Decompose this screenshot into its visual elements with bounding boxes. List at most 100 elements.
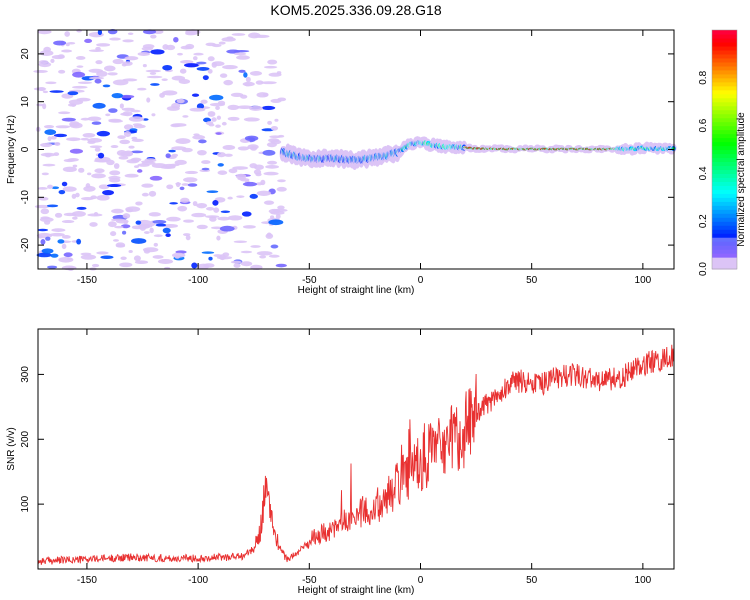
noise-blob <box>61 117 76 122</box>
noise-blob <box>137 219 152 226</box>
noise-blob <box>137 52 150 56</box>
noise-blob <box>91 263 100 268</box>
colorbar-swatch <box>712 77 737 83</box>
noise-blob <box>171 123 187 127</box>
noise-blob <box>180 60 194 64</box>
noise-blob <box>88 76 105 80</box>
noise-blob <box>263 171 279 176</box>
noise-blob <box>177 52 183 56</box>
colorbar-tick-label: 0.2 <box>698 214 709 228</box>
noise-blob <box>37 187 48 190</box>
noise-blob <box>233 263 241 268</box>
noise-blob <box>89 145 103 149</box>
noise-blob <box>268 208 281 214</box>
noise-blob <box>148 212 161 217</box>
noise-blob <box>93 159 109 163</box>
noise-blob <box>176 98 185 104</box>
noise-blob <box>236 55 250 60</box>
noise-blob <box>107 72 118 76</box>
noise-blob <box>123 220 128 225</box>
noise-blob <box>208 123 215 127</box>
noise-blob <box>96 194 110 201</box>
noise-blob <box>171 102 181 109</box>
noise-blob <box>237 105 253 110</box>
colorbar-swatch <box>712 97 737 103</box>
noise-blob <box>111 93 123 99</box>
noise-blob <box>255 172 262 177</box>
noise-blob <box>209 94 224 101</box>
colorbar-swatch <box>712 205 737 210</box>
noise-blob <box>44 129 57 136</box>
noise-blob <box>87 116 102 122</box>
noise-blob <box>97 29 103 36</box>
colorbar-swatch <box>712 173 737 178</box>
noise-blob <box>87 140 96 144</box>
noise-blob <box>228 168 238 174</box>
colorbar-swatch <box>712 225 737 230</box>
noise-blob <box>122 61 133 66</box>
noise-blob <box>134 260 149 265</box>
noise-blob <box>119 139 131 145</box>
noise-blob <box>94 168 105 174</box>
noise-blob <box>179 68 187 74</box>
spectrogram-x-tick-label: -100 <box>188 275 208 286</box>
noise-blob <box>66 257 72 261</box>
snr-y-axis-label: SNR (v/v) <box>6 427 17 470</box>
noise-blob <box>277 134 285 138</box>
noise-blob <box>40 238 46 245</box>
noise-blob <box>182 115 189 118</box>
noise-blob <box>189 107 206 112</box>
noise-blob <box>142 44 155 49</box>
noise-blob <box>185 235 191 241</box>
colorbar-tick-label: 0.8 <box>698 70 709 84</box>
colorbar-swatch <box>712 57 737 63</box>
noise-blob <box>162 64 173 71</box>
noise-blob <box>62 186 77 192</box>
noise-blob <box>222 64 238 70</box>
noise-blob <box>233 240 248 244</box>
spectrogram-x-tick-label: 50 <box>526 275 538 286</box>
colorbar-swatch <box>712 157 737 163</box>
colorbar-swatch <box>712 105 737 111</box>
noise-blob <box>71 85 88 89</box>
colorbar-swatch <box>712 153 737 159</box>
noise-blob <box>109 170 121 176</box>
colorbar-swatch <box>712 45 737 51</box>
noise-blob <box>75 56 86 60</box>
noise-blob <box>36 103 45 107</box>
colorbar-swatch <box>712 41 737 47</box>
noise-blob <box>91 173 106 179</box>
noise-blob <box>184 170 198 175</box>
noise-blob <box>221 121 227 126</box>
noise-blob <box>94 78 102 84</box>
noise-blob <box>50 135 57 140</box>
noise-blob <box>75 192 80 198</box>
noise-blob <box>256 190 272 196</box>
noise-blob <box>201 251 215 254</box>
noise-blob <box>62 166 77 173</box>
colorbar-tick-label: 0.4 <box>698 166 709 180</box>
noise-blob <box>242 181 258 187</box>
noise-blob <box>148 190 157 197</box>
noise-blob <box>175 182 182 186</box>
noise-blob <box>106 184 122 188</box>
noise-blob <box>220 210 231 213</box>
noise-blob <box>277 205 285 210</box>
noise-blob <box>113 239 119 242</box>
noise-blob <box>47 265 58 269</box>
noise-blob <box>115 244 126 248</box>
noise-blob <box>171 75 186 81</box>
noise-blob <box>114 225 124 229</box>
colorbar-swatch <box>712 265 737 270</box>
noise-blob <box>108 221 117 228</box>
noise-blob <box>95 60 103 65</box>
noise-blob <box>244 82 251 87</box>
noise-blob <box>130 157 142 162</box>
noise-blob <box>61 49 73 53</box>
noise-blob <box>275 213 281 220</box>
noise-blob <box>146 75 163 79</box>
noise-blob <box>119 262 133 268</box>
noise-blob <box>215 124 221 128</box>
colorbar-swatch <box>712 125 737 131</box>
noise-blob <box>33 70 48 73</box>
